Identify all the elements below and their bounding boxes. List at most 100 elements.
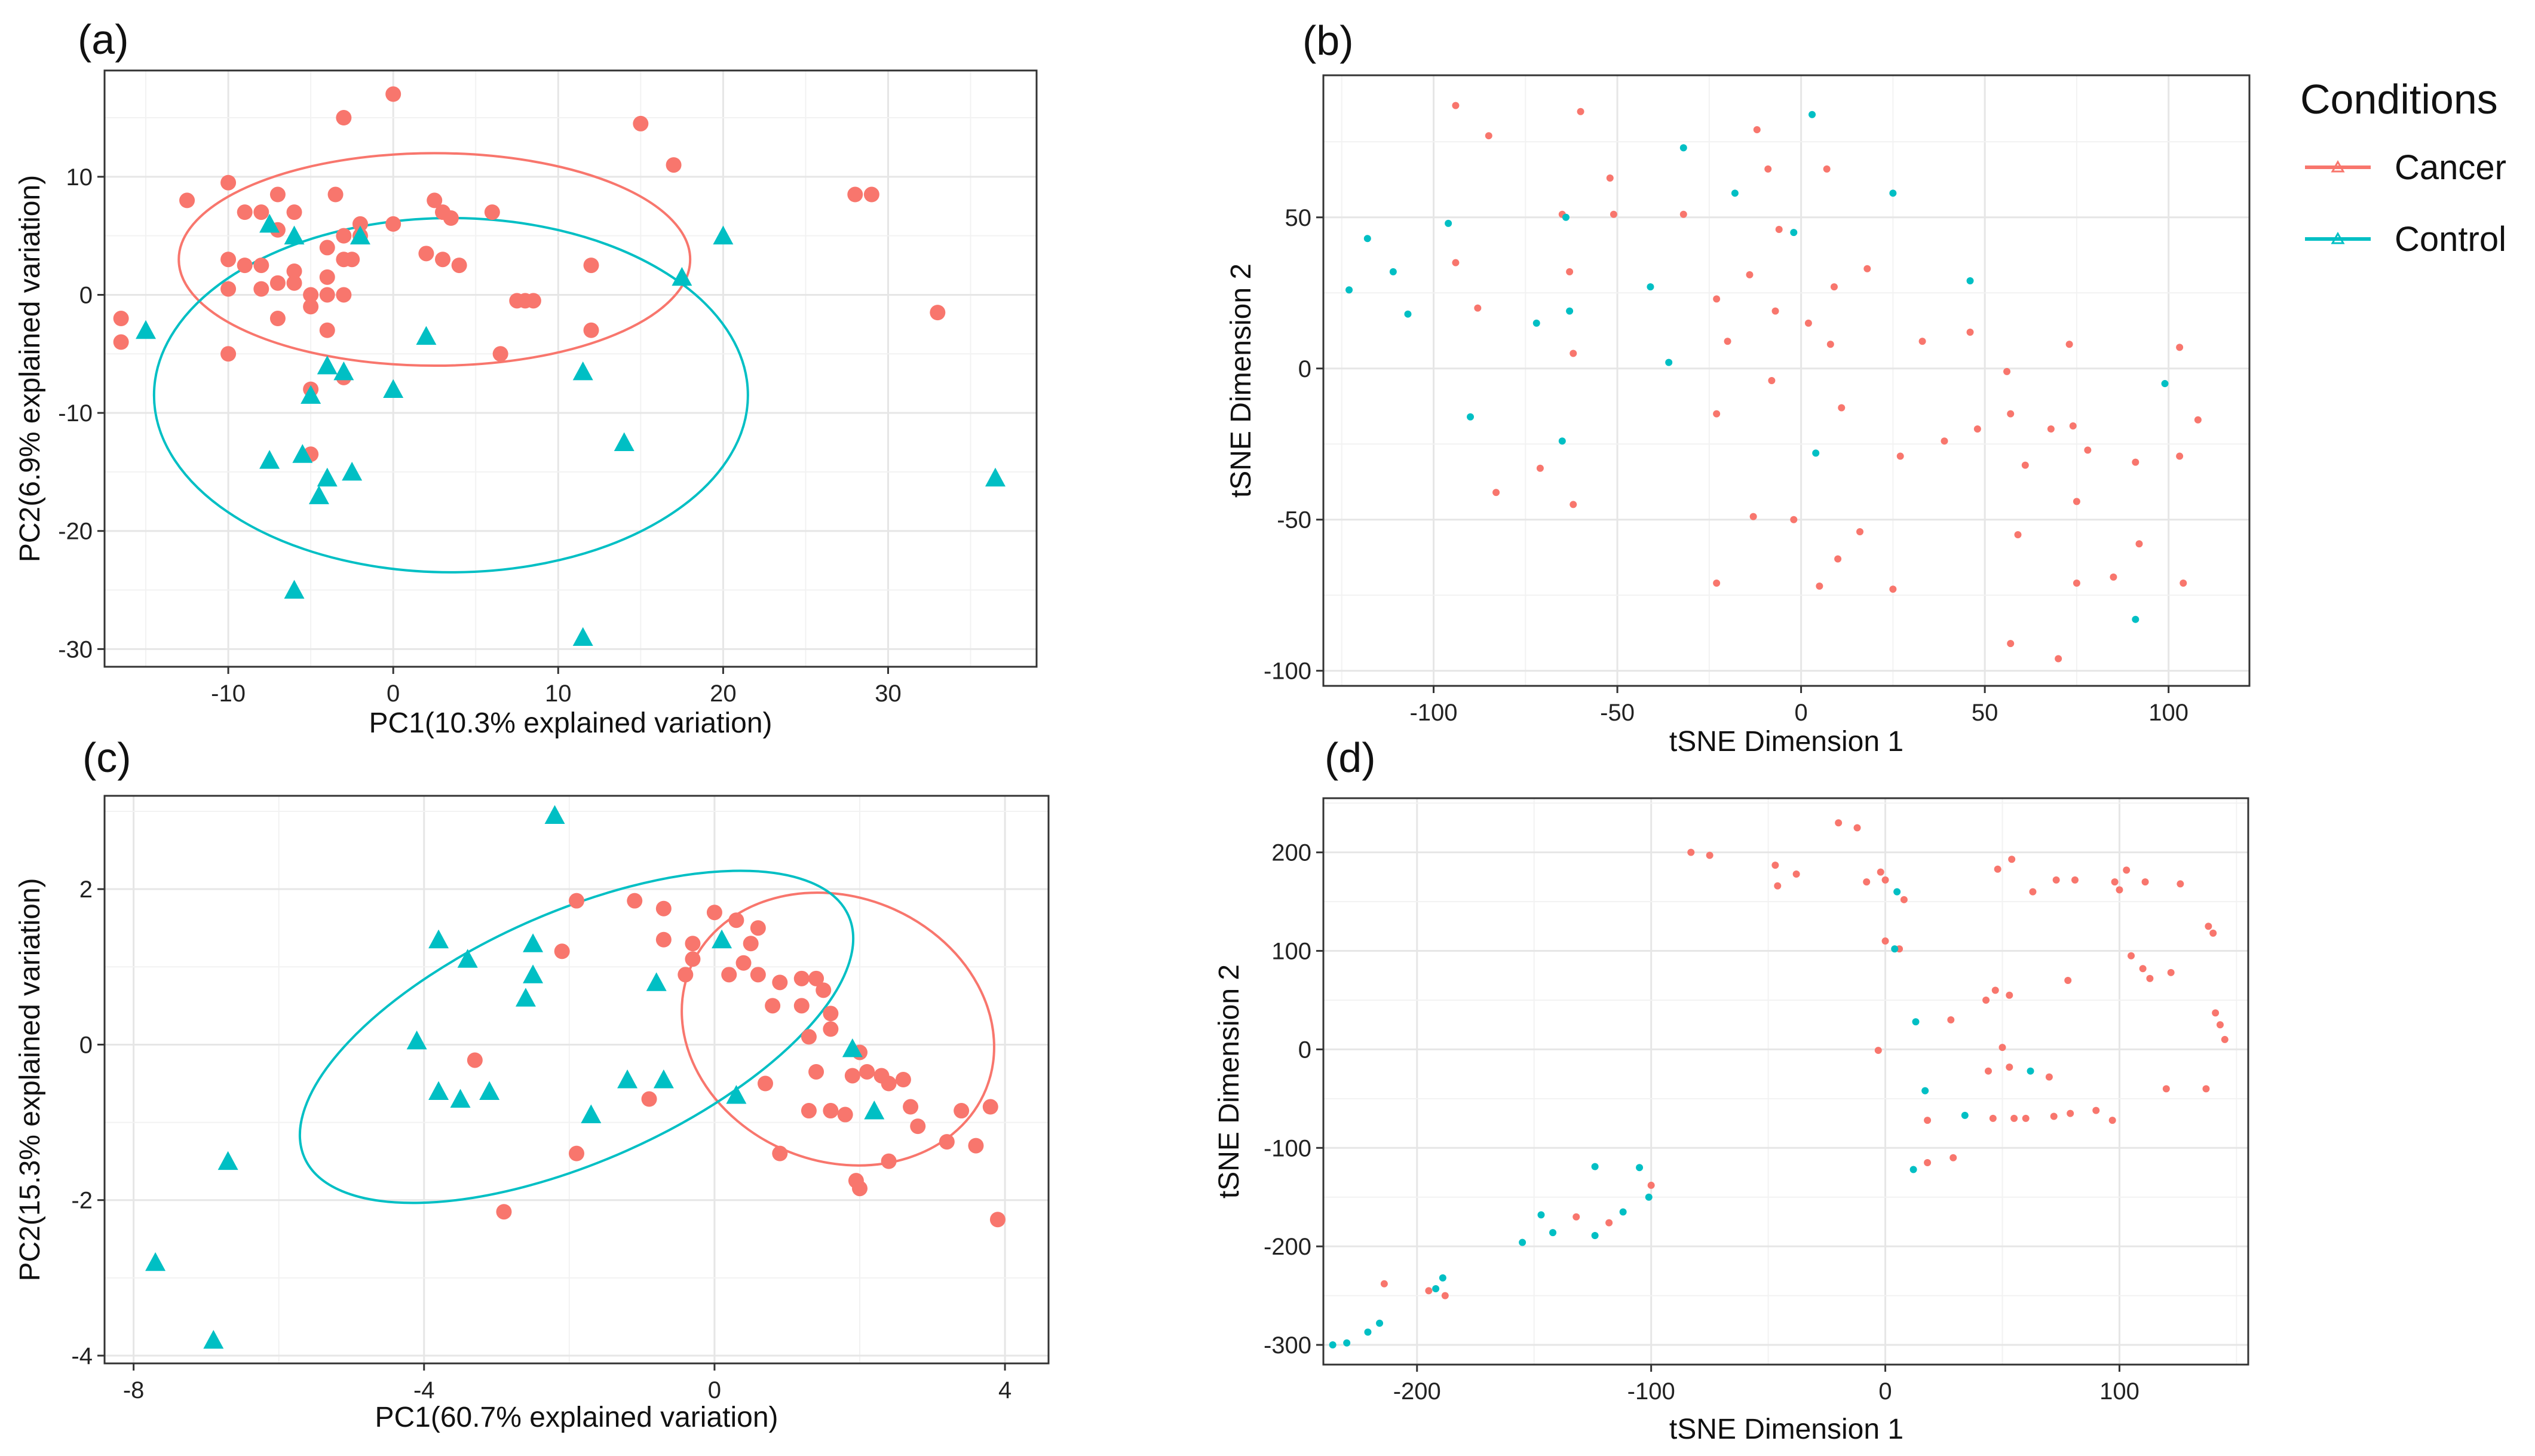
panel-a-point-cancer [303, 287, 319, 303]
panel-a-point-control [284, 580, 305, 599]
panel-d-point-cancer [1982, 996, 1990, 1004]
panel-b-point-cancer [2007, 410, 2015, 418]
panel-d-x-tick-label: -100 [1627, 1378, 1675, 1405]
panel-b-point-cancer [1918, 338, 1926, 345]
panel-d-point-cancer [1605, 1219, 1613, 1227]
panel-a-point-cancer [484, 204, 500, 220]
panel-b-point-cancer [2007, 640, 2015, 648]
panel-d-point-control [1343, 1339, 1351, 1347]
panel-a-y-tick-label: 0 [79, 282, 93, 308]
panel-d-point-cancer [2216, 1021, 2224, 1029]
panel-a-point-cancer [336, 110, 352, 126]
panel-c-point-cancer [496, 1204, 512, 1220]
panel-c-x-tick-label: -4 [413, 1377, 435, 1403]
panel-c-point-cancer [721, 967, 737, 983]
panel-d-point-cancer [2050, 1112, 2058, 1120]
panel-b-point-cancer [1577, 108, 1584, 115]
panel-c-point-control [479, 1081, 500, 1100]
panel-c-point-cancer [750, 967, 766, 983]
panel-d-ticks: -200 -100 0 100 200 100 0 -100 -200 -300 [1264, 840, 2139, 1405]
legend: Conditions Cancer Control [2300, 76, 2506, 259]
panel-c-point-control [646, 972, 667, 991]
panel-c-point-cancer [968, 1138, 984, 1154]
panel-b-point-cancer [1823, 165, 1831, 173]
panel-b-points [1345, 102, 2202, 663]
panel-a-point-cancer [220, 346, 237, 362]
panel-d-point-cancer [1425, 1287, 1433, 1295]
panel-b-point-cancer [2180, 579, 2187, 587]
panel-c-point-cancer [735, 955, 752, 971]
panel-c-label: (c) [82, 734, 131, 781]
panel-c-point-cancer [982, 1099, 998, 1115]
panel-a-point-cancer [418, 246, 434, 262]
panel-c-point-cancer [678, 967, 694, 983]
panel-d-point-cancer [2010, 1114, 2018, 1122]
panel-c-y-axis-title: PC2(15.3% explained variation) [14, 878, 46, 1281]
legend-title: Conditions [2300, 76, 2498, 122]
panel-a-point-cancer [113, 334, 129, 350]
panel-b-point-cancer [1474, 304, 1482, 312]
panel-c-point-cancer [837, 1106, 853, 1123]
panel-b-x-tick-label: 50 [1972, 700, 1998, 726]
panel-b-point-cancer [2135, 540, 2143, 548]
panel-a-point-cancer [666, 157, 682, 173]
panel-d-point-control [1893, 888, 1901, 896]
panel-b-point-cancer [1746, 271, 1754, 278]
panel-a-point-control [416, 326, 437, 345]
panel-c-point-control [203, 1329, 224, 1349]
panel-d-point-cancer [1853, 824, 1861, 832]
panel-d-point-cancer [1989, 1114, 1997, 1122]
panel-b-point-cancer [2194, 416, 2202, 424]
panel-a-point-cancer [451, 258, 467, 274]
panel-a-point-cancer [583, 258, 599, 274]
panel-d-y-tick-label: 100 [1271, 939, 1311, 965]
panel-a-point-control [284, 225, 305, 245]
panel-a-y-tick-label: -20 [58, 519, 93, 545]
panel-a-point-cancer [286, 275, 302, 291]
panel-d-y-tick-label: 0 [1298, 1037, 1311, 1063]
panel-d-point-cancer [1994, 865, 2001, 873]
panel-d-point-cancer [2008, 856, 2016, 863]
panel-a-point-control [259, 450, 280, 469]
panel-d-point-control [1891, 945, 1899, 953]
panel-b-point-cancer [1724, 338, 1731, 345]
panel-d-point-cancer [1924, 1159, 1932, 1167]
panel-c-point-cancer [758, 1075, 773, 1092]
panel-b-point-control [2161, 380, 2169, 388]
panel-b-point-cancer [1610, 210, 1617, 218]
panel-a-point-control [308, 485, 329, 504]
panel-c-point-control [726, 1085, 747, 1104]
panel-b-point-cancer [1570, 501, 1577, 508]
panel-c-point-cancer [816, 982, 832, 998]
panel-d-point-cancer [2202, 1085, 2210, 1093]
panel-a-gridlines [105, 70, 1037, 667]
panel-d-point-cancer [1863, 878, 1871, 886]
panel-d-point-cancer [1573, 1213, 1580, 1221]
panel-d-x-axis-title: tSNE Dimension 1 [1669, 1414, 1903, 1445]
panel-d-point-cancer [1792, 870, 1800, 878]
panel-a-point-control [333, 361, 354, 381]
panel-c-point-cancer [569, 893, 584, 909]
panel-d-point-cancer [1881, 876, 1889, 884]
panel-d-point-cancer [1874, 1047, 1882, 1055]
panel-a-point-control [317, 467, 338, 487]
panel-c-point-control [428, 1081, 449, 1100]
panel-b-point-cancer [2084, 446, 2092, 454]
panel-c-point-cancer [903, 1099, 919, 1115]
panel-a-x-tick-label: 0 [387, 681, 400, 707]
panel-b-point-cancer [1790, 516, 1798, 523]
panel-c-point-cancer [743, 936, 759, 952]
panel-b-point-control [1790, 229, 1798, 237]
panel-a-point-cancer [863, 186, 879, 203]
panel-c: (c) -8 -4 0 4 2 0 -2 -4 PC1(60.7% explained var… [14, 734, 1050, 1433]
panel-b-point-control [1966, 277, 1974, 285]
panel-d-point-cancer [1380, 1280, 1388, 1288]
panel-c-y-tick-label: -4 [71, 1343, 93, 1369]
panel-c-y-tick-label: 2 [79, 876, 93, 903]
panel-a-points [113, 86, 1006, 646]
panel-a-point-cancer [525, 293, 541, 309]
panel-d-point-control [1439, 1274, 1446, 1282]
panel-c-point-control [450, 1089, 471, 1108]
panel-d-point-control [1519, 1239, 1526, 1246]
panel-c-point-cancer [895, 1072, 911, 1087]
